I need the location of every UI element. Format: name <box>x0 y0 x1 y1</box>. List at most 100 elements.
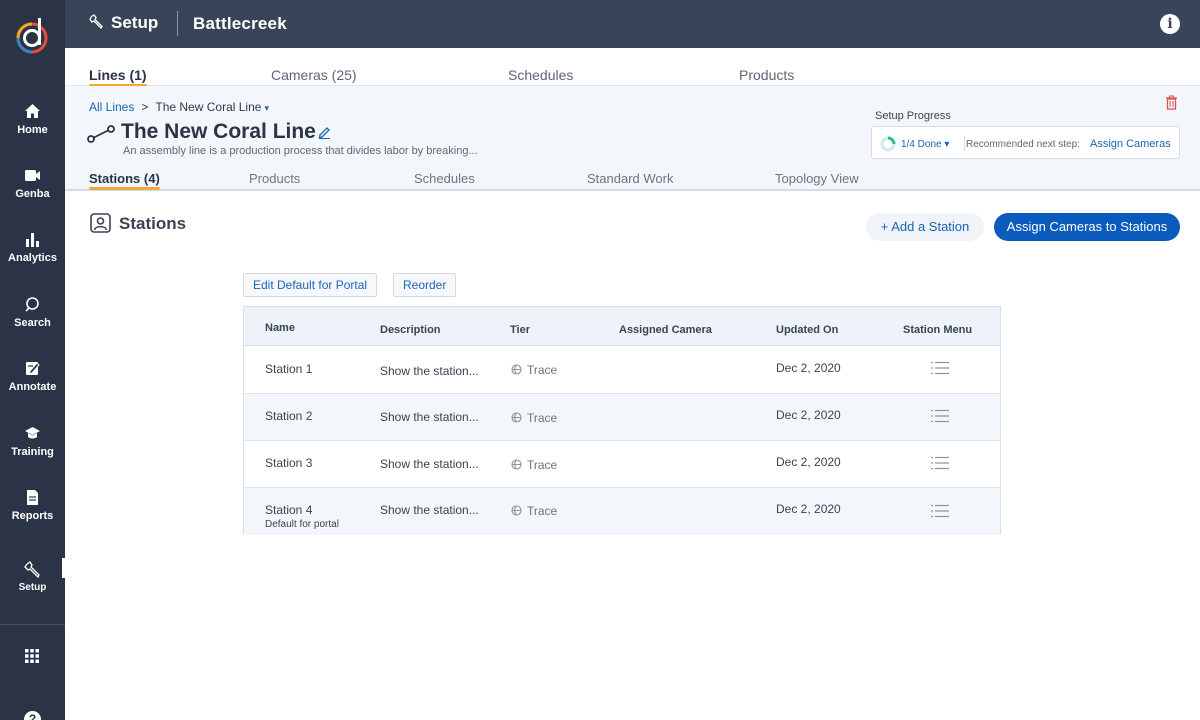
station-updated-on: Dec 2, 2020 <box>776 455 841 469</box>
column-header-tier[interactable]: Tier <box>510 324 530 336</box>
tier-globe-icon <box>511 459 522 470</box>
subtab-schedules[interactable]: Schedules <box>414 171 475 186</box>
tab-cameras[interactable]: Cameras (25) <box>271 67 357 83</box>
breadcrumb-separator: > <box>141 100 149 114</box>
line-description: An assembly line is a production process… <box>123 145 478 157</box>
column-header-assigned-camera[interactable]: Assigned Camera <box>619 324 712 336</box>
station-tier: Trace <box>527 458 558 472</box>
recommended-step-label: Recommended next step: <box>966 139 1080 150</box>
nav-home-label: Home <box>17 124 48 136</box>
station-default-badge: Default for portal <box>265 519 339 530</box>
add-station-button[interactable]: + Add a Station <box>866 213 984 241</box>
station-tier: Trace <box>527 363 558 377</box>
table-header: Name Description Tier Assigned Camera Up… <box>244 307 1000 346</box>
nav-reports-label: Reports <box>11 510 54 522</box>
subtab-topology-view[interactable]: Topology View <box>775 171 859 186</box>
progress-done-dropdown[interactable]: 1/4 Done ▾ <box>901 139 950 150</box>
annotate-icon <box>26 362 40 375</box>
setup-progress-box: 1/4 Done ▾ Recommended next step: Assign… <box>871 126 1180 159</box>
station-description: Show the station... <box>380 410 479 424</box>
nav-training-label: Training <box>11 446 54 458</box>
nav-setup[interactable]: Setup <box>0 561 65 611</box>
trash-icon[interactable] <box>1165 95 1178 110</box>
nav-divider <box>0 624 65 625</box>
reorder-button[interactable]: Reorder <box>393 273 457 297</box>
station-updated-on: Dec 2, 2020 <box>776 361 841 375</box>
apps-grid-icon[interactable] <box>25 649 39 663</box>
table-row[interactable]: Station 4 Default for portal Show the st… <box>244 488 1000 535</box>
nav-genba[interactable]: Genba <box>0 167 65 217</box>
table-row[interactable]: Station 2 Show the station... Trace Dec … <box>244 394 1000 441</box>
tab-lines[interactable]: Lines (1) <box>89 67 147 87</box>
station-tier: Trace <box>527 504 558 518</box>
sidebar: Home Genba Analytics Search Annotate Tra… <box>0 0 65 720</box>
help-icon[interactable]: ? <box>24 711 41 720</box>
tier-globe-icon <box>511 412 522 423</box>
column-header-updated-on[interactable]: Updated On <box>776 324 839 336</box>
line-header: All Lines > The New Coral Line ▾ The New Co… <box>65 86 1200 191</box>
graduation-cap-icon <box>25 427 40 439</box>
pencil-edit-icon[interactable] <box>318 126 331 139</box>
nav-home[interactable]: Home <box>0 103 65 153</box>
recommended-step-link[interactable]: Assign Cameras <box>1090 138 1171 150</box>
info-icon[interactable]: i <box>1160 14 1180 34</box>
station-name[interactable]: Station 4 <box>265 503 313 517</box>
tier-globe-icon <box>511 364 522 375</box>
column-header-name[interactable]: Name <box>265 322 295 334</box>
breadcrumb-current[interactable]: The New Coral Line <box>155 100 262 114</box>
stations-title: Stations <box>119 214 187 233</box>
nav-search-label: Search <box>14 317 51 329</box>
line-topology-icon <box>87 125 115 143</box>
station-icon <box>90 213 111 233</box>
stations-table: Name Description Tier Assigned Camera Up… <box>243 306 1001 535</box>
subtab-standard-work[interactable]: Standard Work <box>587 171 674 186</box>
breadcrumb: All Lines > The New Coral Line ▾ <box>89 100 269 114</box>
edit-default-portal-button[interactable]: Edit Default for Portal <box>243 273 378 297</box>
station-menu-list-icon[interactable] <box>931 361 949 375</box>
search-icon <box>25 297 39 312</box>
subtab-products[interactable]: Products <box>249 171 301 186</box>
progress-ring-icon <box>880 136 896 152</box>
column-header-station-menu: Station Menu <box>903 324 973 336</box>
station-menu-list-icon[interactable] <box>931 456 949 470</box>
page-title: The New Coral Line <box>121 120 316 143</box>
tab-schedules[interactable]: Schedules <box>508 67 574 83</box>
top-header: Setup Battlecreek i <box>65 0 1200 48</box>
nav-reports[interactable]: Reports <box>0 489 65 539</box>
station-tier: Trace <box>527 411 558 425</box>
video-camera-icon <box>25 170 40 181</box>
column-header-description[interactable]: Description <box>380 324 441 336</box>
header-site-name: Battlecreek <box>193 14 287 33</box>
table-row[interactable]: Station 1 Show the station... Trace Dec … <box>244 347 1000 394</box>
station-menu-list-icon[interactable] <box>931 504 949 518</box>
nav-training[interactable]: Training <box>0 425 65 475</box>
station-description: Show the station... <box>380 457 479 471</box>
nav-annotate[interactable]: Annotate <box>0 360 65 410</box>
progress-divider <box>964 136 965 151</box>
table-row[interactable]: Station 3 Show the station... Trace Dec … <box>244 441 1000 488</box>
tier-globe-icon <box>511 505 522 516</box>
setup-progress-label: Setup Progress <box>875 110 951 122</box>
subtab-stations[interactable]: Stations (4) <box>89 171 160 190</box>
station-name[interactable]: Station 3 <box>265 456 313 470</box>
nav-genba-label: Genba <box>15 188 50 200</box>
station-updated-on: Dec 2, 2020 <box>776 408 841 422</box>
main-tabs: Lines (1) Cameras (25) Schedules Product… <box>65 48 1200 87</box>
header-section-title: Setup <box>111 13 159 32</box>
station-name[interactable]: Station 2 <box>265 409 313 423</box>
station-menu-list-icon[interactable] <box>931 409 949 423</box>
chevron-down-icon[interactable]: ▾ <box>264 103 269 113</box>
nav-setup-label: Setup <box>18 582 47 593</box>
station-name[interactable]: Station 1 <box>265 362 313 376</box>
nav-analytics[interactable]: Analytics <box>0 231 65 281</box>
station-updated-on: Dec 2, 2020 <box>776 502 841 516</box>
nav-analytics-label: Analytics <box>8 252 57 264</box>
home-icon <box>25 104 40 118</box>
breadcrumb-all-lines[interactable]: All Lines <box>89 100 135 114</box>
station-description: Show the station... <box>380 364 479 378</box>
assign-cameras-button[interactable]: Assign Cameras to Stations <box>994 213 1180 241</box>
nav-annotate-label: Annotate <box>8 381 57 393</box>
tab-products[interactable]: Products <box>739 67 795 83</box>
nav-search[interactable]: Search <box>0 296 65 346</box>
app-logo[interactable] <box>13 16 51 56</box>
